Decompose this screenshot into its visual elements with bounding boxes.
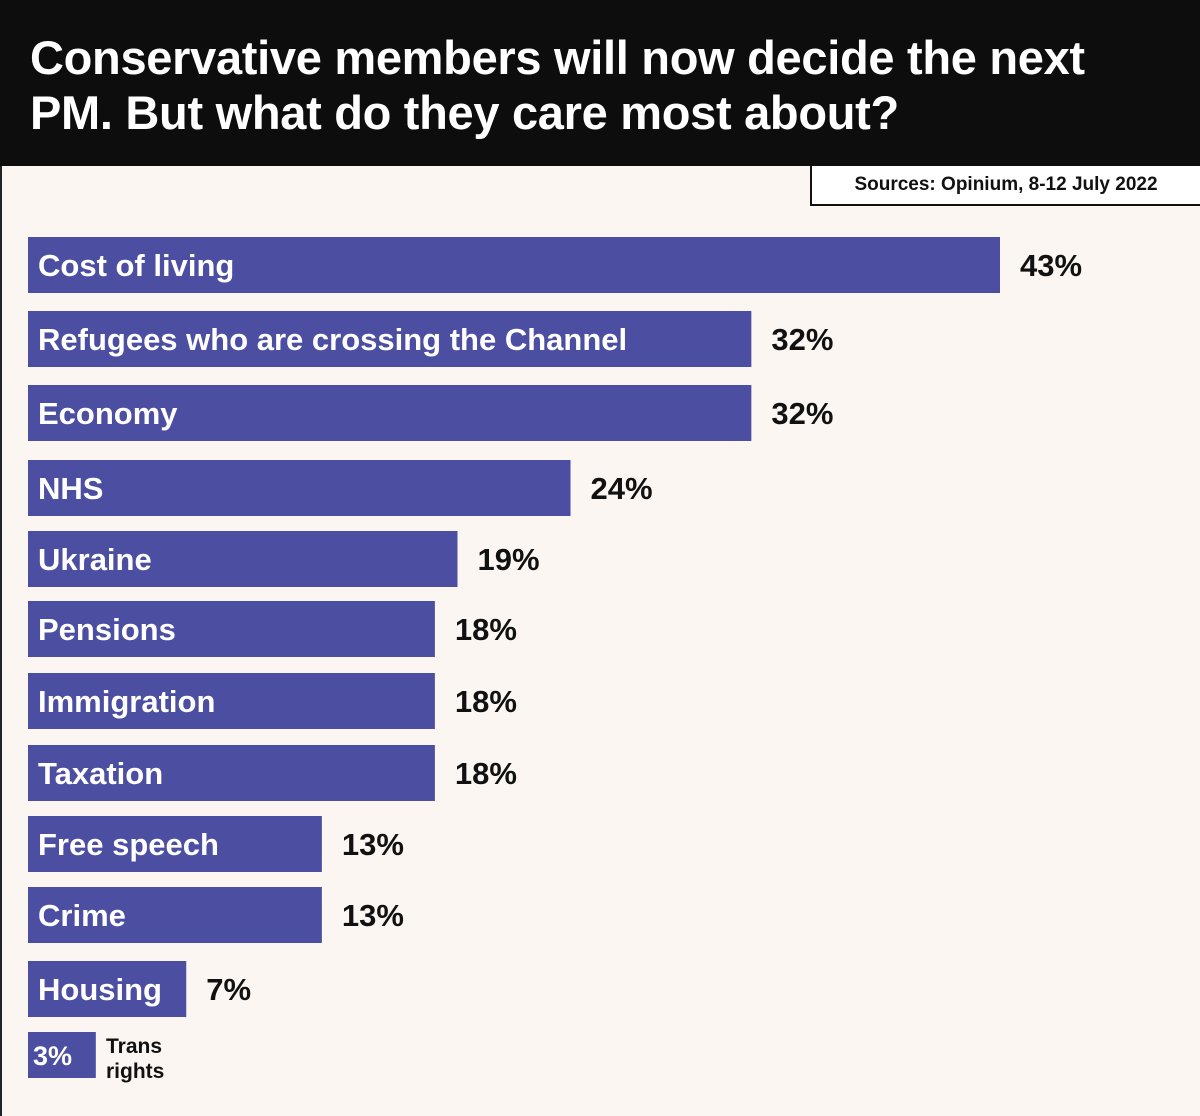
- source-label: Sources: Opinium, 8-12 July 2022: [810, 166, 1200, 206]
- bar-4: [28, 531, 458, 587]
- bar-label-8: Free speech: [38, 827, 219, 862]
- chart-title: Conservative members will now decide the…: [30, 31, 1085, 139]
- bar-label-4: Ukraine: [38, 542, 152, 577]
- bar-9: [28, 887, 322, 943]
- bar-8: [28, 816, 322, 872]
- bar-label-1: Refugees who are crossing the Channel: [38, 322, 627, 357]
- bar-1: [28, 311, 752, 367]
- value-label-4: 19%: [477, 542, 539, 577]
- bar-label-5: Pensions: [38, 612, 176, 647]
- bar-label-0: Cost of living: [38, 248, 234, 283]
- value-label-9: 13%: [342, 898, 404, 933]
- bar-label-3: NHS: [38, 471, 103, 506]
- value-label-0: 43%: [1020, 248, 1082, 283]
- value-label-8: 13%: [342, 827, 404, 862]
- bar-5: [28, 601, 435, 657]
- chart-header: Conservative members will now decide the…: [0, 0, 1200, 166]
- bar-3: [28, 460, 571, 516]
- value-label-3: 24%: [591, 471, 653, 506]
- value-label-1: 32%: [771, 322, 833, 357]
- bar-0: [28, 237, 1000, 293]
- bar-label-10: Housing: [38, 972, 162, 1007]
- bar-label-line-1: Trans: [106, 1035, 162, 1058]
- bar-7: [28, 745, 435, 801]
- value-label-7: 18%: [455, 756, 517, 791]
- frame-left-border: [0, 166, 2, 1116]
- value-label-6: 18%: [455, 684, 517, 719]
- value-label-10: 7%: [206, 972, 251, 1007]
- bar-label-line-2: rights: [106, 1060, 164, 1083]
- bar-2: [28, 385, 752, 441]
- bar-11: [28, 1032, 96, 1078]
- bar-label-9: Crime: [38, 898, 126, 933]
- value-label-5: 18%: [455, 612, 517, 647]
- bar-10: [28, 961, 187, 1017]
- value-label-2: 32%: [771, 396, 833, 431]
- bar-label-2: Economy: [38, 396, 178, 431]
- bar-label-6: Immigration: [38, 684, 215, 719]
- bar-label-11: Trans rights: [106, 1035, 164, 1083]
- bar-label-7: Taxation: [38, 756, 163, 791]
- bar-6: [28, 673, 435, 729]
- value-label-11: 3%: [33, 1041, 72, 1071]
